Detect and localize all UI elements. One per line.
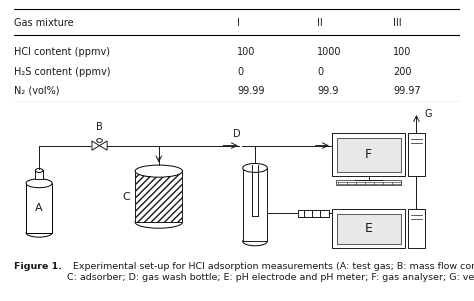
Text: A: A <box>35 203 43 213</box>
Bar <box>337 138 401 172</box>
Polygon shape <box>92 141 100 150</box>
Ellipse shape <box>97 138 102 142</box>
Bar <box>332 133 405 176</box>
Ellipse shape <box>26 179 52 188</box>
Text: II: II <box>317 18 323 28</box>
Text: 99.97: 99.97 <box>393 86 420 96</box>
Text: 0: 0 <box>237 67 243 76</box>
Text: 200: 200 <box>393 67 411 76</box>
Text: E: E <box>365 222 373 235</box>
Text: Experimental set-up for HCl adsorption measurements (A: test gas; B: mass flow c: Experimental set-up for HCl adsorption m… <box>67 262 474 282</box>
Text: Gas mixture: Gas mixture <box>14 18 74 28</box>
Polygon shape <box>100 141 107 150</box>
Text: HCl content (ppmv): HCl content (ppmv) <box>14 47 110 57</box>
Text: B: B <box>96 122 103 132</box>
Bar <box>26 183 52 233</box>
Text: F: F <box>365 148 372 161</box>
Text: I: I <box>237 18 240 28</box>
Text: 99.9: 99.9 <box>317 86 338 96</box>
Text: C: C <box>123 192 130 202</box>
Text: Figure 1.: Figure 1. <box>14 262 62 271</box>
Text: 99.99: 99.99 <box>237 86 264 96</box>
Text: N₂ (vol%): N₂ (vol%) <box>14 86 60 96</box>
Text: 1000: 1000 <box>317 47 342 57</box>
Bar <box>332 209 405 248</box>
Bar <box>408 133 425 176</box>
Bar <box>408 209 425 248</box>
Text: 100: 100 <box>237 47 255 57</box>
Text: 0: 0 <box>317 67 323 76</box>
Text: H₂S content (ppmv): H₂S content (ppmv) <box>14 67 111 76</box>
Text: D: D <box>233 129 241 138</box>
Bar <box>298 210 329 217</box>
Ellipse shape <box>36 169 43 172</box>
Text: 100: 100 <box>393 47 411 57</box>
Text: III: III <box>393 18 401 28</box>
Bar <box>243 168 267 241</box>
Bar <box>135 171 182 222</box>
Ellipse shape <box>135 165 182 177</box>
Bar <box>36 170 43 179</box>
Bar <box>336 180 401 185</box>
Ellipse shape <box>243 163 267 172</box>
Ellipse shape <box>26 228 52 237</box>
Bar <box>337 213 401 244</box>
Ellipse shape <box>243 237 267 246</box>
Text: G: G <box>425 109 432 119</box>
Ellipse shape <box>135 216 182 228</box>
